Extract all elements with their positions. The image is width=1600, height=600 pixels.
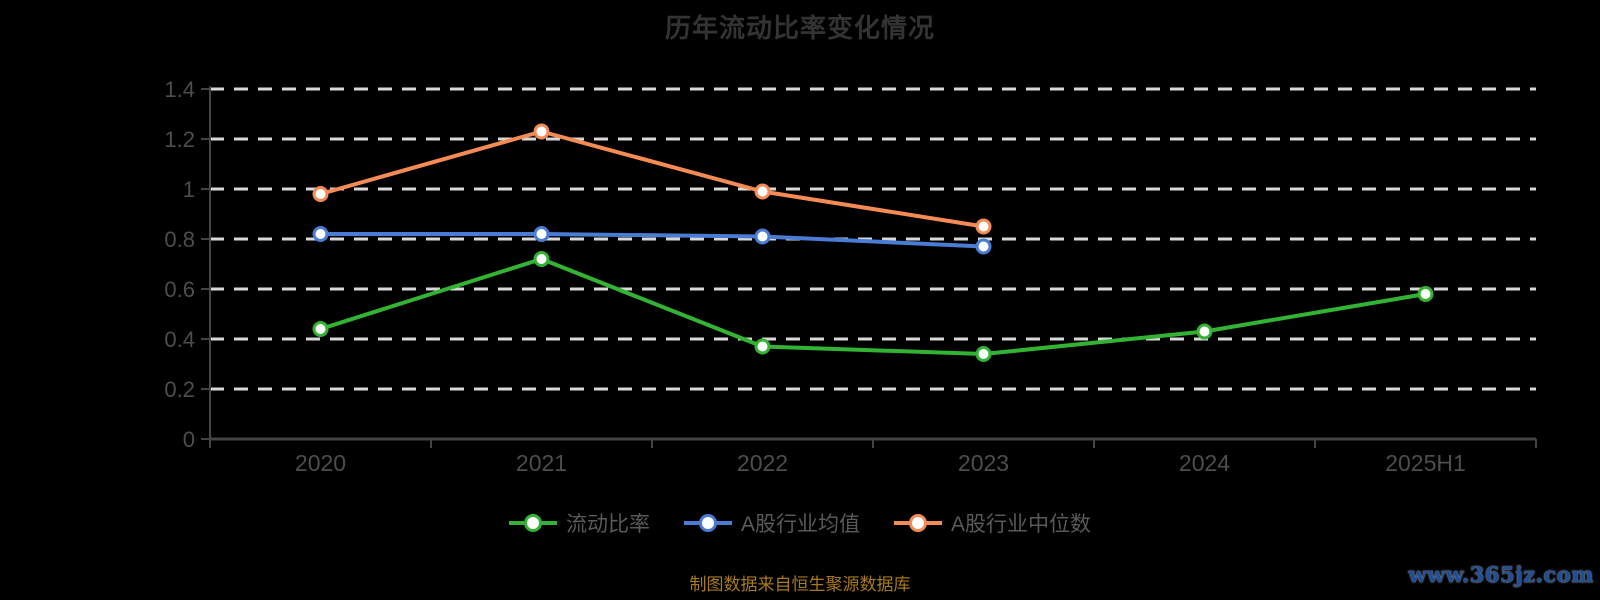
data-point-流动比率 [1196,323,1213,340]
legend-item-2[interactable]: A股行业均值 [683,508,860,538]
chart-title: 历年流动比率变化情况 [664,13,935,43]
data-point-流动比率 [533,251,550,267]
legend-label: 流动比率 [565,513,650,536]
data-point-A股行业中位数 [754,183,771,200]
data-point-A股行业均值 [312,226,329,242]
data-point-A股行业均值 [754,228,771,245]
legend-label: A股行业均值 [740,513,860,536]
data-point-流动比率 [312,321,329,337]
series-line-A股行业中位数 [318,129,986,229]
data-point-A股行业均值 [533,226,550,242]
legend: 流动比率 A股行业均值 A股行业中位数 [0,508,1600,538]
data-point-流动比率 [754,338,771,355]
legend-marker-icon [683,514,732,532]
x-axis-label: 2021 [516,450,567,476]
x-axis-label: 2020 [295,450,346,476]
watermark: www.365jz.com [1408,562,1594,587]
x-axis-label: 2024 [1179,450,1230,476]
data-point-A股行业中位数 [533,123,550,140]
legend-marker-icon [508,514,557,532]
y-axis-label: 0.6 [164,277,195,302]
series-line-流动比率 [318,257,1428,356]
x-axis-label: 2023 [958,450,1009,476]
series-line-A股行业均值 [318,232,986,249]
x-axis-label: 2025H1 [1385,450,1466,476]
legend-item-3[interactable]: A股行业中位数 [894,508,1091,538]
legend-marker-icon [894,514,942,532]
data-point-A股行业中位数 [312,186,329,202]
y-axis-label: 0.2 [164,377,195,402]
data-source-note: 制图数据来自恒生聚源数据库 [689,575,911,594]
data-point-A股行业中位数 [975,218,992,235]
data-point-流动比率 [1417,286,1434,302]
y-axis-label: 1.2 [164,127,195,152]
data-point-A股行业均值 [975,238,992,255]
y-axis-label: 0 [183,427,195,452]
legend-label: A股行业中位数 [951,513,1092,536]
y-axis-label: 1.4 [164,77,195,102]
y-axis-label: 0.4 [164,327,195,352]
legend-item-1[interactable]: 流动比率 [508,508,650,538]
x-axis-label: 2022 [737,450,788,476]
y-axis-label: 1 [183,177,195,202]
y-axis-label: 0.8 [164,227,195,252]
data-point-流动比率 [975,346,992,362]
